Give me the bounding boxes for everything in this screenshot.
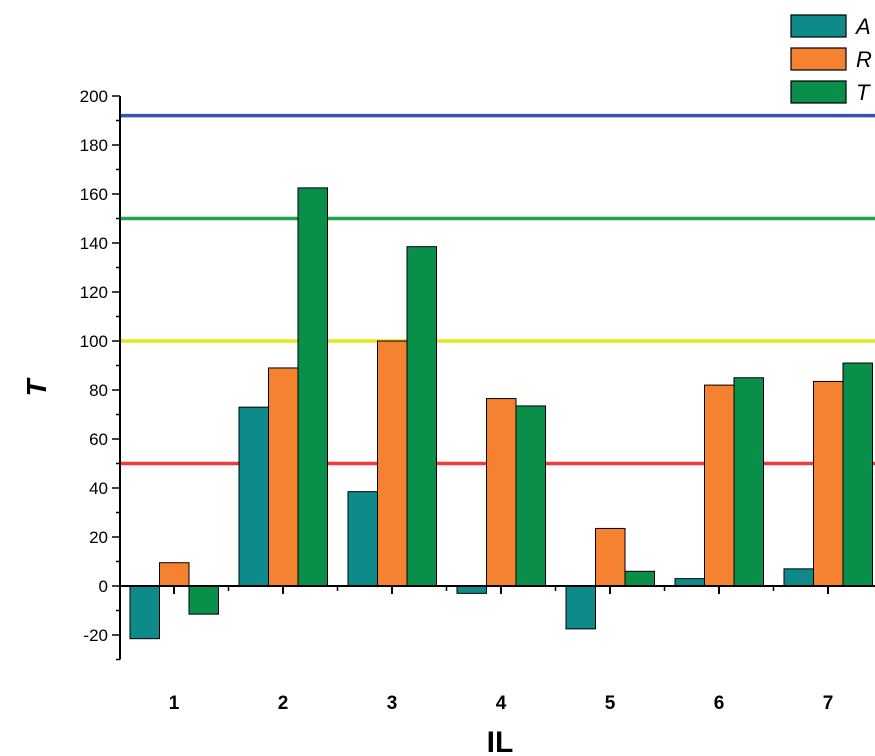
legend-swatch-A [790, 14, 847, 38]
x-tick-label: 7 [823, 693, 834, 714]
x-axis-title: IL [487, 726, 514, 756]
legend-swatch-T [790, 80, 847, 104]
y-tick-label: 180 [80, 136, 108, 155]
y-tick-label: 60 [89, 430, 108, 449]
y-tick-label: 80 [89, 381, 108, 400]
y-axis-title: T [21, 377, 52, 397]
bar-R-4 [486, 398, 517, 587]
bar-T-1 [188, 585, 219, 615]
y-tick-label: 0 [99, 577, 108, 596]
y-tick-label: 140 [80, 234, 108, 253]
legend: ART [790, 14, 872, 105]
x-tick-label: 2 [278, 693, 289, 714]
bar-A-3 [347, 491, 378, 587]
legend-swatch-R [790, 47, 847, 71]
axes-layer: -20 0 20 40 60 80 100 120 140 160 180 200 1 2 3 4 5 6 7 [80, 87, 875, 714]
x-tick-label: 6 [714, 693, 725, 714]
bar-A-1 [129, 585, 160, 640]
x-tick-label: 5 [605, 693, 616, 714]
x-tick-label: 1 [169, 693, 180, 714]
bar-A-5 [565, 585, 596, 630]
bar-R-3 [377, 340, 408, 587]
bars-layer [129, 187, 873, 640]
bar-T-7 [842, 362, 873, 587]
bar-T-6 [733, 377, 764, 587]
bar-A-7 [783, 568, 814, 587]
bar-R-5 [595, 527, 626, 587]
legend-label-R: R [856, 47, 872, 72]
y-tick-label: 20 [89, 528, 108, 547]
bar-T-3 [406, 246, 437, 587]
bar-A-6 [674, 578, 705, 587]
bar-R-2 [268, 367, 299, 587]
bar-T-4 [515, 405, 546, 587]
legend-label-A: A [854, 14, 871, 39]
legend-label-T: T [856, 80, 871, 105]
bar-A-4 [456, 585, 487, 594]
y-tick-label: -20 [83, 626, 108, 645]
x-tick-label: 3 [387, 693, 398, 714]
bar-T-5 [624, 570, 655, 587]
bar-T-2 [297, 187, 328, 587]
bar-R-1 [159, 562, 190, 587]
y-tick-label: 100 [80, 332, 108, 351]
bar-R-6 [704, 384, 735, 587]
bar-R-7 [813, 380, 844, 587]
bar-A-2 [238, 406, 269, 587]
y-tick-label: 120 [80, 283, 108, 302]
y-tick-label: 160 [80, 185, 108, 204]
x-tick-label: 4 [496, 693, 507, 714]
y-tick-label: 40 [89, 479, 108, 498]
y-tick-label: 200 [80, 87, 108, 106]
